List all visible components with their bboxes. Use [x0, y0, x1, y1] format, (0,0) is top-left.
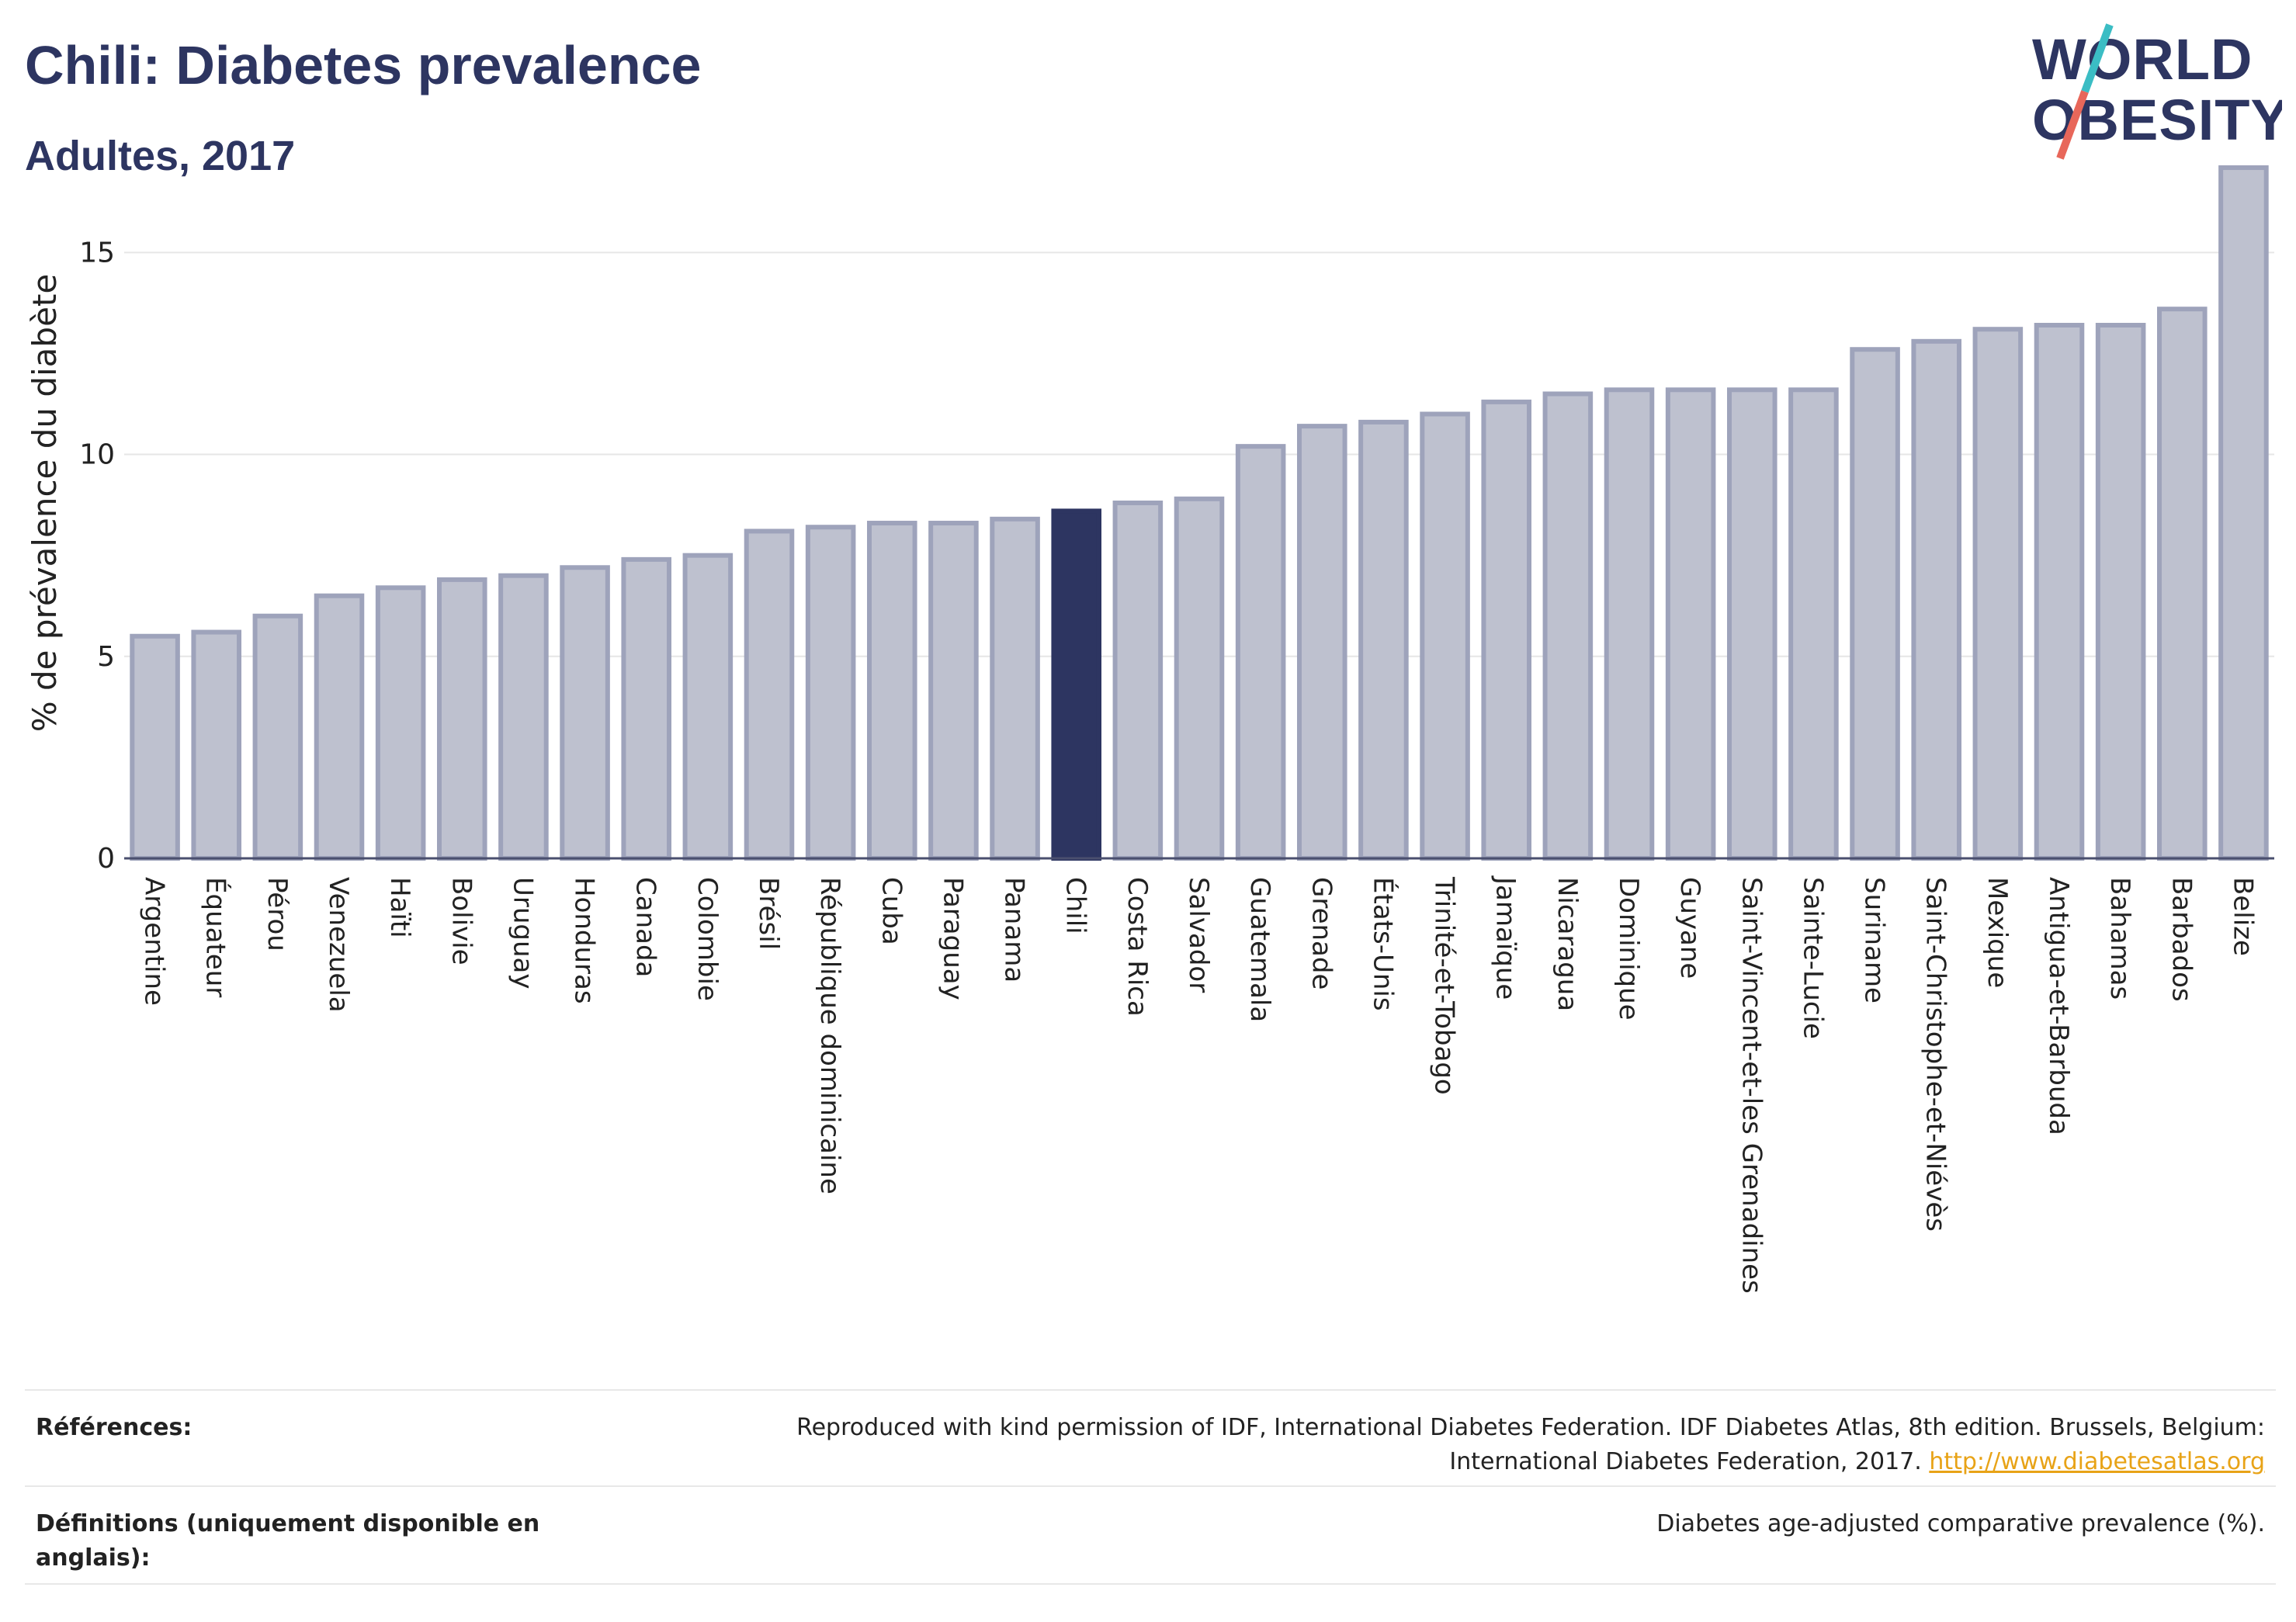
bar-r-publique-dominicaine — [805, 525, 856, 861]
bar-honduras — [560, 565, 610, 861]
x-tick-label: Costa Rica — [1122, 877, 1153, 1017]
x-tick-label: Antigua-et-Barbuda — [2043, 877, 2074, 1135]
definitions-label: Définitions (uniquement disponible en an… — [36, 1510, 540, 1572]
x-tick-label: Venezuela — [323, 877, 354, 1013]
y-axis-ticks: 0 5 10 15 — [79, 237, 115, 875]
references-label: Références: — [36, 1414, 192, 1441]
x-tick-label: Sainte-Lucie — [1797, 877, 1828, 1039]
bar-trinit-et-tobago — [1420, 411, 1470, 861]
bar-belize — [2218, 165, 2269, 861]
bar-bolivie — [437, 577, 487, 861]
x-tick-label: Uruguay — [507, 877, 538, 989]
x-tick-label: Salvador — [1183, 877, 1214, 993]
x-tick-label: Haïti — [384, 877, 415, 938]
x-tick-label: Jamaïque — [1490, 875, 1521, 1000]
bar-jama-que — [1481, 399, 1531, 861]
bars — [130, 165, 2269, 861]
x-tick-label: Brésil — [753, 877, 784, 950]
logo-line1: WORLD — [2032, 27, 2253, 92]
bar-guyane — [1665, 387, 1716, 861]
bar-chart: 0 5 10 15 Argentine Équateur Pérou Venezuela Ha… — [26, 165, 2274, 1294]
x-tick-label: Belize — [2227, 877, 2258, 956]
references-row: Références: Reproduced with kind permiss… — [25, 1389, 2276, 1487]
bar-bahamas — [2095, 323, 2146, 861]
bar-cuba — [867, 521, 917, 861]
x-tick-label: Équateur — [200, 877, 232, 997]
x-tick-label: Bahamas — [2104, 877, 2135, 1000]
x-tick-label: États-Unis — [1367, 877, 1399, 1011]
bar-nicaragua — [1542, 391, 1594, 861]
bar-costa-rica — [1112, 501, 1164, 861]
logo-slash-top — [2081, 23, 2114, 93]
y-tick-label: 0 — [97, 843, 115, 875]
x-tick-label: Argentine — [139, 877, 170, 1006]
bar-canada — [621, 556, 671, 861]
bar-chili — [1051, 508, 1101, 861]
bar--quateur — [191, 629, 241, 861]
x-tick-label: République dominicaine — [814, 877, 845, 1194]
x-axis-labels: Argentine Équateur Pérou Venezuela Haïti Boli… — [139, 875, 2259, 1294]
x-tick-label: Suriname — [1859, 877, 1890, 1003]
x-tick-label: Guyane — [1674, 877, 1705, 979]
bar-panama — [990, 516, 1040, 861]
x-tick-label: Panama — [999, 877, 1030, 983]
bar-p-rou — [252, 613, 303, 861]
chart-title: Chili: Diabetes prevalence — [25, 35, 702, 95]
y-axis-title: % de prévalence du diabète — [26, 274, 64, 732]
bar-uruguay — [498, 573, 549, 861]
x-tick-label: Grenade — [1306, 877, 1337, 989]
references-text: Reproduced with kind permission of IDF, … — [713, 1411, 2265, 1479]
bar-mexique — [1972, 327, 2024, 861]
bar-venezuela — [314, 593, 365, 861]
x-tick-label: Barbados — [2166, 877, 2197, 1002]
x-tick-label: Guatemala — [1244, 877, 1275, 1022]
x-tick-label: Saint-Vincent-et-les Grenadines — [1736, 877, 1767, 1294]
bar-dominique — [1604, 387, 1655, 861]
bar-ha-ti — [375, 585, 426, 861]
x-tick-label: Bolivie — [446, 877, 477, 965]
bar-saint-vincent-et-les-grenadines — [1727, 387, 1777, 861]
bar-barbados — [2157, 307, 2208, 861]
bar-antigua-et-barbuda — [2034, 323, 2085, 861]
bar-saint-christophe-et-ni-v-s — [1911, 338, 1961, 861]
definitions-text: Diabetes age-adjusted comparative preval… — [1656, 1510, 2265, 1537]
bar-br-sil — [744, 529, 795, 861]
x-tick-label: Trinité-et-Tobago — [1429, 876, 1460, 1095]
y-tick-label: 10 — [79, 439, 115, 471]
x-tick-label: Pérou — [262, 877, 293, 951]
chart-subtitle: Adultes, 2017 — [25, 133, 296, 179]
y-tick-label: 5 — [97, 641, 115, 673]
bar-colombie — [682, 553, 734, 861]
x-tick-label: Chili — [1060, 877, 1091, 934]
references-link[interactable]: http://www.diabetesatlas.org — [1929, 1448, 2265, 1475]
y-tick-label: 15 — [79, 237, 115, 269]
x-tick-label: Cuba — [876, 877, 907, 945]
x-tick-label: Honduras — [569, 877, 600, 1004]
bar-grenade — [1297, 424, 1347, 861]
bar-salvador — [1174, 496, 1225, 861]
references-citation: Reproduced with kind permission of IDF, … — [796, 1414, 2265, 1475]
bar-suriname — [1850, 347, 1900, 861]
logo-slash-bottom — [2056, 90, 2089, 160]
x-tick-label: Colombie — [692, 877, 723, 1001]
bar-argentine — [130, 633, 180, 861]
world-obesity-logo: WORLD OBESITY — [2032, 23, 2282, 160]
x-tick-label: Canada — [630, 877, 661, 977]
bar-sainte-lucie — [1788, 387, 1839, 861]
x-tick-label: Paraguay — [937, 877, 968, 1000]
bar-guatemala — [1235, 444, 1286, 861]
x-tick-label: Saint-Christophe-et-Niévès — [1920, 877, 1951, 1232]
bar--tats-unis — [1358, 419, 1409, 861]
x-tick-label: Mexique — [1982, 877, 2013, 988]
bar-paraguay — [928, 521, 979, 861]
x-tick-label: Dominique — [1613, 877, 1644, 1021]
definitions-row: Définitions (uniquement disponible en an… — [25, 1485, 2276, 1585]
x-tick-label: Nicaragua — [1552, 877, 1583, 1011]
